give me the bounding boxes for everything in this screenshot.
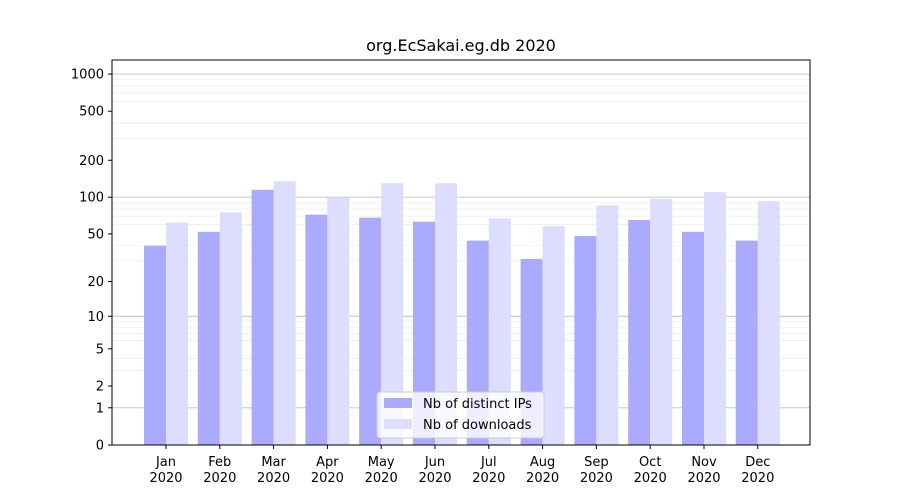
y-tick-label: 50 [87,227,104,242]
x-tick-label-year: 2020 [311,471,344,486]
x-tick-label-year: 2020 [149,471,182,486]
bar-downloads [596,205,619,445]
bar-distinct-ips [197,231,220,445]
bar-downloads [704,192,726,445]
x-tick-label-month: Apr [316,455,339,470]
x-tick-label-year: 2020 [634,471,667,486]
y-tick-label: 0 [96,439,104,454]
bar-distinct-ips [628,220,651,445]
y-tick-label: 200 [79,154,104,169]
x-tick-label-year: 2020 [418,471,451,486]
plot-frame [111,59,811,446]
y-tick-label: 5 [96,342,104,357]
x-tick-label-month: Dec [745,455,770,470]
legend-swatch-downloads [384,419,412,429]
y-tick-label: 100 [79,191,104,206]
bar-downloads [542,226,565,445]
x-tick-label-year: 2020 [580,471,613,486]
x-tick-label-month: Sep [584,455,609,470]
x-tick-label-month: Oct [639,455,661,470]
bar-downloads [435,183,457,445]
bar-distinct-ips [251,189,274,445]
x-tick-label-month: Jul [480,455,497,470]
legend: Nb of distinct IPs Nb of downloads [376,391,545,439]
bars [144,181,780,445]
x-tick-label-month: Mar [261,455,286,470]
y-tick-label: 500 [79,105,104,120]
y-tick-label: 2 [96,380,104,395]
y-tick-label: 10 [87,310,104,325]
chart-title: org.EcSakai.eg.db 2020 [366,36,556,55]
bar-distinct-ips [413,221,435,445]
x-tick-label-year: 2020 [365,471,398,486]
x-tick-label-year: 2020 [203,471,236,486]
x-axis: Jan2020Feb2020Mar2020Apr2020May2020Jun20… [149,445,774,486]
legend-swatch-distinct-ips [384,398,412,408]
y-axis: 0 1 2 5 10 20 50 100 200 500 1000 [71,68,112,454]
y-tick-label: 1 [96,401,104,416]
bar-downloads [488,218,511,445]
x-tick-label-month: Jan [155,455,176,470]
x-tick-label-month: May [368,455,395,470]
y-tick-label: 20 [87,275,104,290]
bar-distinct-ips [574,236,597,445]
x-tick-label-year: 2020 [472,471,505,486]
x-tick-label-year: 2020 [526,471,559,486]
x-tick-label-year: 2020 [257,471,290,486]
x-tick-label-month: Aug [530,455,555,470]
x-tick-label-month: Nov [691,455,717,470]
bar-downloads [166,222,188,445]
bar-distinct-ips [735,240,758,445]
x-tick-label-year: 2020 [687,471,720,486]
x-tick-label-month: Jun [424,455,445,470]
x-tick-label-year: 2020 [741,471,774,486]
legend-label-distinct-ips: Nb of distinct IPs [423,397,532,412]
legend-box [376,391,545,439]
bar-downloads [273,181,296,445]
y-tick-label: 1000 [71,68,104,83]
bar-downloads [219,212,242,445]
bar-downloads [381,183,404,445]
bar-distinct-ips [359,217,382,445]
bar-distinct-ips [144,245,166,445]
bar-downloads [757,201,780,445]
bar-distinct-ips [682,231,704,445]
bar-downloads [327,197,350,445]
bar-downloads [650,198,673,445]
x-tick-label-month: Feb [208,455,231,470]
bar-distinct-ips [305,214,328,445]
legend-label-downloads: Nb of downloads [423,418,532,433]
